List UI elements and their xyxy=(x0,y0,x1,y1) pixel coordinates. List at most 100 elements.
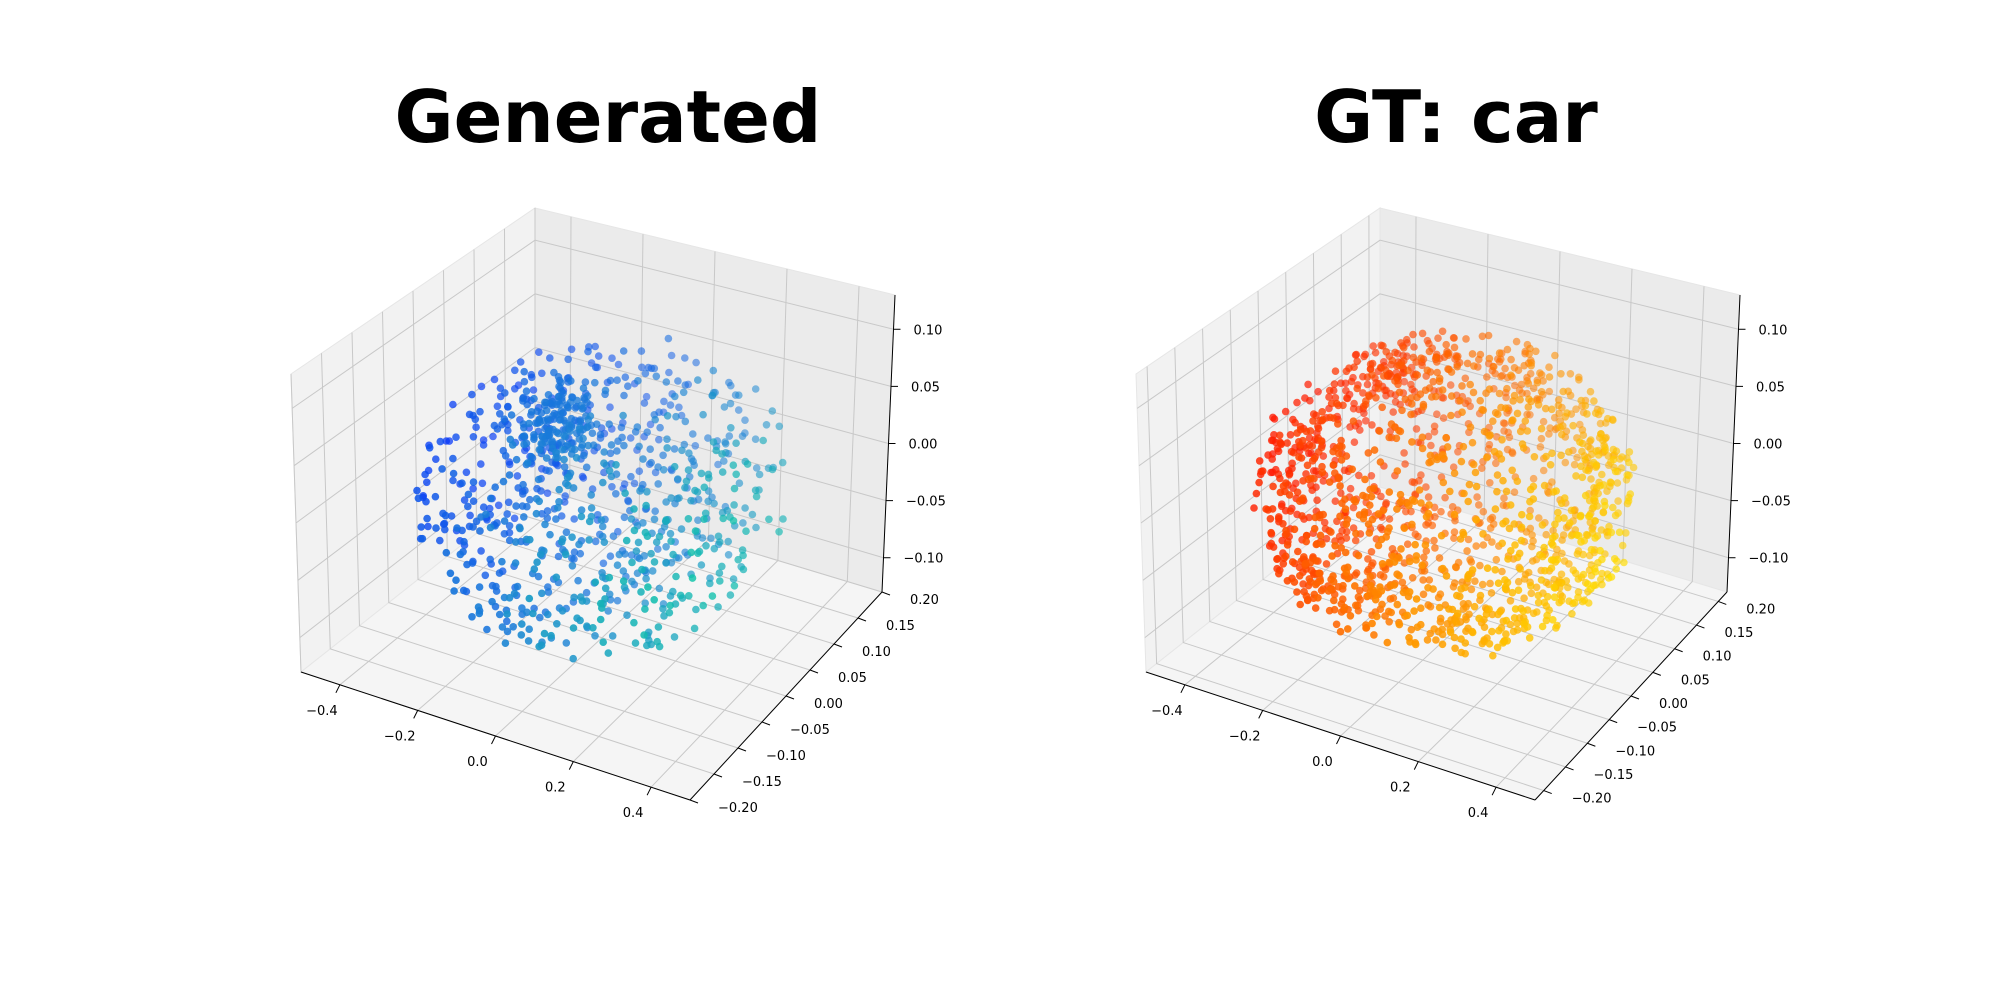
data-point xyxy=(1499,501,1508,510)
data-point xyxy=(599,478,607,487)
data-point xyxy=(1520,620,1529,628)
data-point xyxy=(1402,335,1411,344)
data-point xyxy=(1478,464,1486,473)
data-point xyxy=(586,412,595,420)
data-point xyxy=(1502,616,1511,625)
data-point xyxy=(520,440,528,449)
data-point xyxy=(542,454,551,462)
generated-3d-scatter: −0.4 −0.2 0.0 0.2 0.4 −0.20 −0.15 −0.10 −0.05 0.0… xyxy=(290,207,946,821)
x-tick-label: −0.2 xyxy=(384,729,416,744)
data-point xyxy=(436,437,445,446)
data-point xyxy=(1566,519,1574,527)
data-point xyxy=(1407,400,1416,408)
data-point xyxy=(613,376,621,385)
data-point xyxy=(1352,529,1360,538)
data-point xyxy=(576,549,585,558)
data-point xyxy=(1601,446,1610,455)
data-point xyxy=(1290,578,1299,586)
data-point xyxy=(594,352,603,360)
data-point xyxy=(1412,595,1421,603)
data-point xyxy=(1437,507,1445,516)
data-point xyxy=(1510,614,1519,622)
data-point xyxy=(483,625,491,634)
data-point xyxy=(614,360,623,369)
data-point xyxy=(1573,453,1581,462)
data-point xyxy=(562,639,571,647)
data-point xyxy=(1417,620,1425,629)
y-gridline xyxy=(1285,272,1653,673)
y-tick-label: −0.05 xyxy=(1637,721,1677,736)
data-point xyxy=(418,534,427,543)
data-point xyxy=(555,485,563,494)
data-point xyxy=(1356,586,1364,595)
data-point xyxy=(1352,569,1361,577)
data-point xyxy=(694,549,702,557)
x-tick-label: 0.2 xyxy=(545,781,566,796)
data-point xyxy=(1560,557,1569,565)
data-point xyxy=(599,638,607,646)
data-point xyxy=(511,559,520,567)
data-point xyxy=(643,428,651,437)
data-point xyxy=(481,571,490,580)
data-point xyxy=(1341,505,1350,513)
data-point xyxy=(619,347,628,355)
data-point xyxy=(1536,369,1544,377)
data-point xyxy=(1293,588,1301,596)
y-tick-label: 0.10 xyxy=(1703,650,1732,665)
data-point xyxy=(1517,523,1526,532)
x-tick-mark xyxy=(1336,735,1341,745)
data-point xyxy=(1332,399,1341,408)
data-point xyxy=(715,569,724,577)
data-point xyxy=(732,439,740,448)
data-point xyxy=(1412,552,1421,560)
data-point xyxy=(1417,604,1425,612)
data-point xyxy=(1407,625,1416,634)
data-point xyxy=(492,582,500,591)
data-point xyxy=(493,402,502,411)
y-tick-mark xyxy=(881,591,891,596)
data-point xyxy=(534,475,543,484)
data-point xyxy=(543,507,552,515)
data-point xyxy=(1316,531,1325,540)
data-point xyxy=(1362,417,1370,425)
data-point xyxy=(1498,567,1506,576)
data-point xyxy=(642,501,650,510)
data-point xyxy=(1437,531,1446,540)
data-point xyxy=(504,420,512,429)
data-point xyxy=(552,400,561,409)
data-point xyxy=(704,497,712,506)
data-point xyxy=(591,363,600,372)
data-point xyxy=(1316,569,1324,578)
data-point xyxy=(1576,438,1584,446)
data-point xyxy=(1541,566,1549,575)
data-point xyxy=(762,421,771,429)
data-point xyxy=(591,537,600,546)
data-point xyxy=(1483,373,1491,381)
data-point xyxy=(568,562,577,570)
data-point xyxy=(1458,408,1466,417)
data-point xyxy=(1516,395,1524,404)
data-point xyxy=(628,558,636,567)
data-point xyxy=(518,620,526,628)
data-point xyxy=(1341,548,1350,557)
data-point xyxy=(604,607,612,615)
data-point xyxy=(563,473,572,482)
data-point xyxy=(577,402,585,410)
data-point xyxy=(598,522,607,531)
data-point xyxy=(469,523,477,531)
data-point xyxy=(755,470,764,479)
z-tick-label: −0.05 xyxy=(906,495,946,510)
data-point xyxy=(724,551,733,559)
data-point xyxy=(1554,515,1563,523)
data-point xyxy=(1502,393,1510,402)
data-point xyxy=(1518,389,1526,398)
data-point xyxy=(675,403,683,412)
data-point xyxy=(1367,472,1376,480)
z-tick-label: −0.10 xyxy=(904,552,944,567)
data-point xyxy=(1344,574,1352,583)
data-point xyxy=(1463,359,1472,368)
data-point xyxy=(1538,622,1547,631)
data-point xyxy=(521,446,529,455)
data-point xyxy=(1597,430,1605,438)
